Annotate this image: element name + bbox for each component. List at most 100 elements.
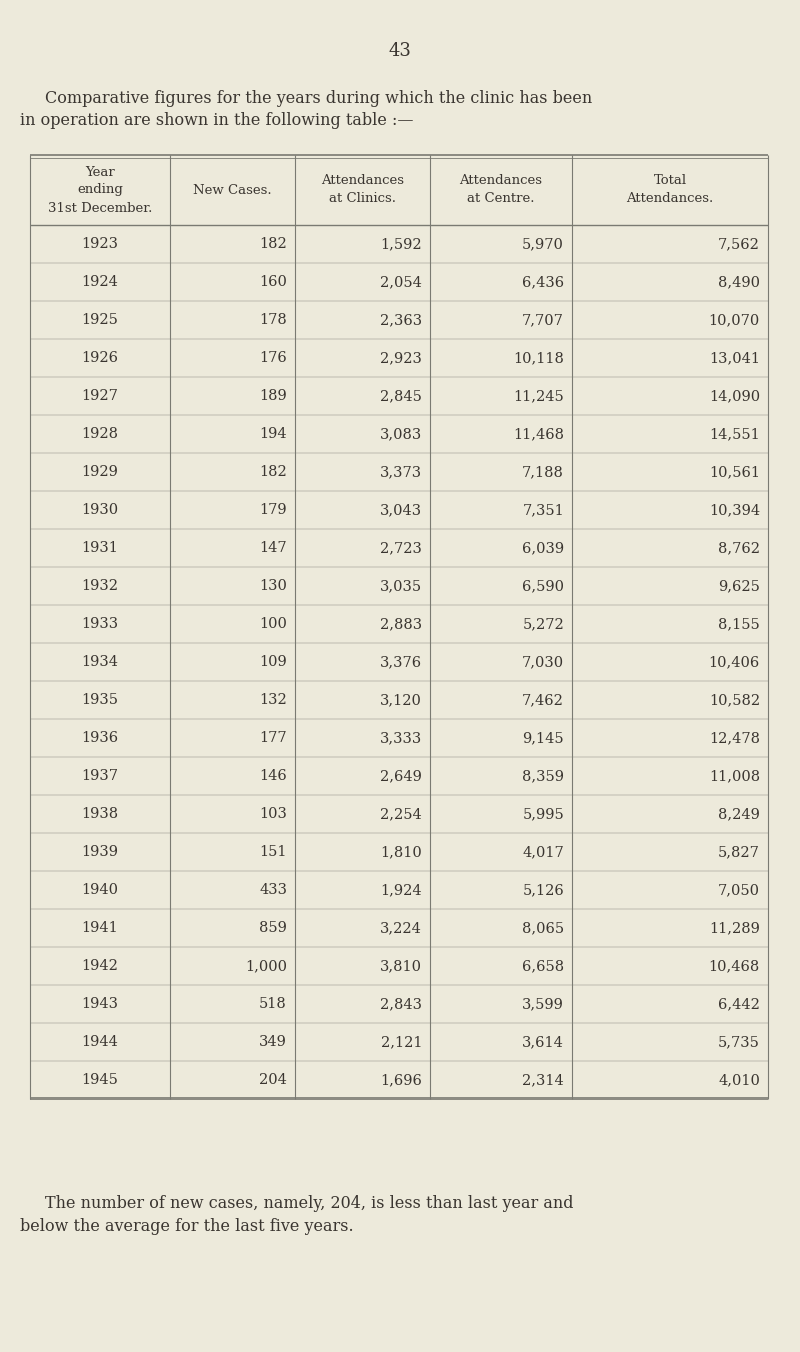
Text: 2,254: 2,254 [380,807,422,821]
Text: 179: 179 [259,503,287,516]
Text: 11,008: 11,008 [709,769,760,783]
Text: Total
Attendances.: Total Attendances. [626,174,714,206]
Text: 5,970: 5,970 [522,237,564,251]
Text: Year
ending
31st December.: Year ending 31st December. [48,165,152,215]
Text: 859: 859 [259,921,287,936]
Text: 8,359: 8,359 [522,769,564,783]
Text: 7,351: 7,351 [522,503,564,516]
Text: 1931: 1931 [82,541,118,556]
Text: 1933: 1933 [82,617,118,631]
Text: 2,363: 2,363 [380,314,422,327]
Text: 1,924: 1,924 [380,883,422,896]
Text: 7,707: 7,707 [522,314,564,327]
Text: 13,041: 13,041 [709,352,760,365]
Text: 103: 103 [259,807,287,821]
Text: 177: 177 [259,731,287,745]
Text: 433: 433 [259,883,287,896]
Text: 7,562: 7,562 [718,237,760,251]
Text: The number of new cases, namely, 204, is less than last year and: The number of new cases, namely, 204, is… [45,1195,574,1211]
Text: 3,083: 3,083 [380,427,422,441]
Text: 1938: 1938 [82,807,118,821]
Text: 5,827: 5,827 [718,845,760,859]
Text: 14,551: 14,551 [710,427,760,441]
Text: 5,126: 5,126 [522,883,564,896]
Text: 1942: 1942 [82,959,118,973]
Text: New Cases.: New Cases. [193,184,272,196]
Text: 3,035: 3,035 [380,579,422,594]
Text: 3,043: 3,043 [380,503,422,516]
Text: Attendances
at Centre.: Attendances at Centre. [459,174,542,206]
Text: 349: 349 [259,1036,287,1049]
Text: 1937: 1937 [82,769,118,783]
Text: 1929: 1929 [82,465,118,479]
Text: 160: 160 [259,274,287,289]
Text: 7,462: 7,462 [522,694,564,707]
Text: 1944: 1944 [82,1036,118,1049]
Text: 10,582: 10,582 [709,694,760,707]
Text: 9,625: 9,625 [718,579,760,594]
Text: 1939: 1939 [82,845,118,859]
Text: 1925: 1925 [82,314,118,327]
Text: 132: 132 [259,694,287,707]
Text: Attendances
at Clinics.: Attendances at Clinics. [321,174,404,206]
Text: 10,561: 10,561 [709,465,760,479]
Text: 2,923: 2,923 [380,352,422,365]
Text: 9,145: 9,145 [522,731,564,745]
Text: 1934: 1934 [82,654,118,669]
Text: below the average for the last five years.: below the average for the last five year… [20,1218,354,1234]
Text: 6,436: 6,436 [522,274,564,289]
Text: 2,121: 2,121 [381,1036,422,1049]
Text: 10,406: 10,406 [709,654,760,669]
Text: 5,995: 5,995 [522,807,564,821]
Text: 43: 43 [389,42,411,59]
Text: 3,373: 3,373 [380,465,422,479]
Text: 1,000: 1,000 [245,959,287,973]
Text: 146: 146 [259,769,287,783]
Text: 10,394: 10,394 [709,503,760,516]
Text: 3,120: 3,120 [380,694,422,707]
Text: 8,065: 8,065 [522,921,564,936]
Text: 1940: 1940 [82,883,118,896]
Text: 1924: 1924 [82,274,118,289]
Text: 6,039: 6,039 [522,541,564,556]
Text: 3,614: 3,614 [522,1036,564,1049]
Text: 1923: 1923 [82,237,118,251]
Text: 2,883: 2,883 [380,617,422,631]
Text: 2,649: 2,649 [380,769,422,783]
Text: 1945: 1945 [82,1073,118,1087]
Text: 3,810: 3,810 [380,959,422,973]
Text: 1943: 1943 [82,996,118,1011]
Text: 1932: 1932 [82,579,118,594]
Text: 3,599: 3,599 [522,996,564,1011]
Text: 1,696: 1,696 [380,1073,422,1087]
Text: 11,468: 11,468 [513,427,564,441]
Text: 194: 194 [259,427,287,441]
Text: 8,490: 8,490 [718,274,760,289]
Text: 2,723: 2,723 [380,541,422,556]
Text: 6,442: 6,442 [718,996,760,1011]
Text: 7,050: 7,050 [718,883,760,896]
Text: 8,249: 8,249 [718,807,760,821]
Text: 109: 109 [259,654,287,669]
Text: 1926: 1926 [82,352,118,365]
Text: 11,245: 11,245 [514,389,564,403]
Text: 1,810: 1,810 [380,845,422,859]
Text: 10,118: 10,118 [513,352,564,365]
Text: 6,658: 6,658 [522,959,564,973]
Text: 178: 178 [259,314,287,327]
Text: 8,155: 8,155 [718,617,760,631]
Text: 1928: 1928 [82,427,118,441]
Text: 1935: 1935 [82,694,118,707]
Text: 100: 100 [259,617,287,631]
Text: 182: 182 [259,237,287,251]
Text: 11,289: 11,289 [709,921,760,936]
Text: 7,030: 7,030 [522,654,564,669]
Text: 5,735: 5,735 [718,1036,760,1049]
Text: 182: 182 [259,465,287,479]
Text: 10,070: 10,070 [709,314,760,327]
Text: 2,314: 2,314 [522,1073,564,1087]
Text: in operation are shown in the following table :—: in operation are shown in the following … [20,112,414,128]
Text: 7,188: 7,188 [522,465,564,479]
Text: 6,590: 6,590 [522,579,564,594]
Text: 2,054: 2,054 [380,274,422,289]
